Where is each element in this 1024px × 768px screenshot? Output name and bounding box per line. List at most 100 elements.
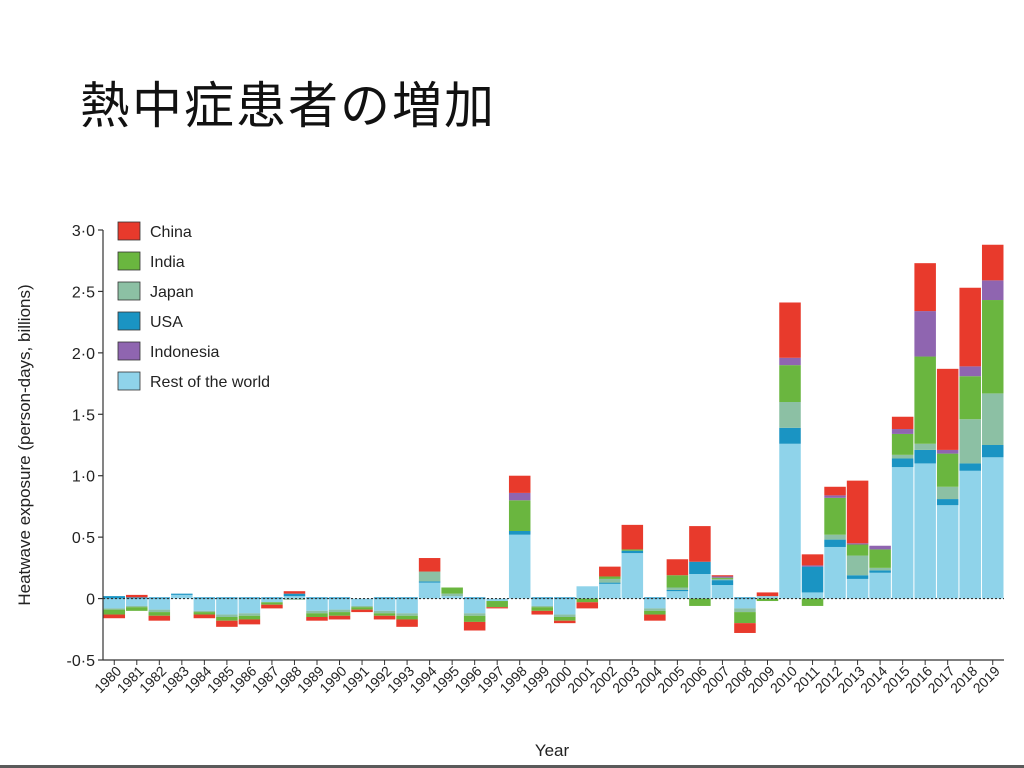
bar-segment-1996-india bbox=[463, 615, 486, 622]
bar-segment-1989-japan bbox=[306, 610, 328, 614]
legend: China India Japan USA Indonesia Rest of the w… bbox=[117, 221, 270, 391]
bar-segment-1985-usa bbox=[216, 597, 238, 599]
bar-segment-1988-rest-of-the-world bbox=[283, 596, 306, 599]
bar-segment-1983-rest-of-the-world bbox=[171, 594, 193, 599]
y-tick-label: 1·5 bbox=[72, 407, 95, 424]
y-tick-label: 2·5 bbox=[72, 284, 95, 301]
bar-segment-1994-rest-of-the-world bbox=[418, 582, 441, 599]
bar-segment-2005-china bbox=[666, 559, 689, 576]
bar-segment-1986-rest-of-the-world bbox=[238, 598, 261, 614]
bar-segment-1985-rest-of-the-world bbox=[216, 598, 238, 615]
bar-segment-2000-japan bbox=[554, 614, 576, 617]
bar-segment-2013-china bbox=[846, 480, 869, 544]
bar-segment-2002-rest-of-the-world bbox=[599, 583, 621, 599]
y-tick-label: 1·0 bbox=[72, 469, 95, 486]
bar-segment-1989-india bbox=[306, 613, 328, 617]
bar-segment-1980-japan bbox=[103, 608, 126, 610]
bar-segment-2012-indonesia bbox=[824, 495, 846, 498]
legend-label-indonesia: Indonesia bbox=[150, 344, 219, 361]
bar-segment-2007-rest-of-the-world bbox=[711, 585, 734, 599]
bar-segment-2004-japan bbox=[644, 608, 666, 611]
bar-segment-1988-usa bbox=[283, 593, 306, 597]
bar-segment-2011-usa bbox=[801, 566, 824, 593]
bar-segment-2008-china bbox=[734, 623, 756, 633]
bar-segment-1998-china bbox=[508, 475, 531, 493]
bar-segment-2019-japan bbox=[981, 393, 1004, 445]
legend-label-usa: USA bbox=[150, 314, 183, 331]
bar-segment-2016-usa bbox=[914, 449, 936, 464]
bar-segment-2015-indonesia bbox=[891, 429, 914, 434]
y-tick-label: 3·0 bbox=[72, 223, 95, 240]
bar-segment-1995-japan bbox=[441, 593, 463, 597]
bar-segment-1991-rest-of-the-world bbox=[351, 598, 373, 606]
bar-segment-2012-india bbox=[824, 497, 846, 535]
bar-segment-1981-japan bbox=[126, 605, 148, 608]
bar-segment-2011-india bbox=[801, 598, 824, 606]
bar-segment-1982-rest-of-the-world bbox=[148, 598, 171, 610]
bar-segment-2000-china bbox=[554, 620, 576, 624]
x-tick-label: 2019 bbox=[970, 663, 1003, 696]
bar-segment-2008-japan bbox=[734, 608, 756, 613]
bar-segment-1995-india bbox=[441, 587, 463, 594]
bar-segment-1988-japan bbox=[283, 598, 306, 600]
bar-segment-2010-china bbox=[779, 302, 801, 358]
bar-segment-2011-indonesia bbox=[801, 565, 824, 567]
bar-segment-1990-rest-of-the-world bbox=[328, 598, 351, 610]
bar-segment-2017-japan bbox=[936, 486, 959, 500]
bar-segment-2019-indonesia bbox=[981, 280, 1004, 301]
bar-segment-2018-usa bbox=[959, 463, 981, 471]
bar-segment-2009-rest-of-the-world bbox=[756, 596, 779, 599]
bar-segment-2002-india bbox=[599, 576, 621, 579]
bar-segment-2005-japan bbox=[666, 587, 689, 590]
bar-segment-2007-china bbox=[711, 575, 734, 577]
bar-segment-1981-india bbox=[126, 607, 148, 611]
bar-segment-1987-china bbox=[261, 604, 283, 609]
bar-segment-1994-japan bbox=[418, 571, 441, 582]
bar-segment-2002-japan bbox=[599, 578, 621, 583]
bar-segment-2013-usa bbox=[846, 575, 869, 579]
bar-segment-2007-japan bbox=[711, 578, 734, 581]
bar-segment-1998-indonesia bbox=[508, 492, 531, 501]
y-tick-label: 0·5 bbox=[72, 530, 95, 547]
bar-segment-2012-japan bbox=[824, 534, 846, 540]
bar-segment-1993-india bbox=[396, 615, 418, 620]
legend-label-japan: Japan bbox=[150, 284, 194, 301]
legend-swatch-china bbox=[117, 221, 141, 241]
bar-segment-1985-china bbox=[216, 620, 238, 627]
x-axis-label: Year bbox=[535, 741, 570, 760]
bar-segment-1991-india bbox=[351, 607, 373, 610]
bar-segment-2017-usa bbox=[936, 499, 959, 506]
bar-segment-1999-usa bbox=[531, 597, 553, 599]
bar-segment-2001-china bbox=[576, 602, 599, 609]
bar-segment-1993-rest-of-the-world bbox=[396, 598, 418, 614]
bar-segment-1995-rest-of-the-world bbox=[441, 596, 463, 599]
bar-segment-1999-china bbox=[531, 610, 553, 615]
bar-segment-1981-china bbox=[126, 594, 148, 598]
bar-segment-1998-usa bbox=[508, 531, 531, 535]
bar-segment-2018-india bbox=[959, 376, 981, 420]
bar-segment-2006-india bbox=[689, 598, 711, 606]
bar-segment-2017-china bbox=[936, 368, 959, 450]
bar-segment-2018-indonesia bbox=[959, 366, 981, 377]
bar-segment-1990-china bbox=[328, 615, 351, 620]
legend-swatch-usa bbox=[117, 311, 141, 331]
bar-segment-1989-rest-of-the-world bbox=[306, 598, 328, 611]
bar-segment-1997-india bbox=[486, 601, 508, 608]
bar-segment-2012-rest-of-the-world bbox=[824, 546, 846, 599]
bar-segment-2014-japan bbox=[869, 567, 891, 571]
bar-segment-1980-india bbox=[103, 609, 126, 615]
bar-segment-2015-india bbox=[891, 433, 914, 455]
bar-segment-1984-rest-of-the-world bbox=[193, 598, 216, 611]
bar-segment-1996-usa bbox=[463, 597, 486, 599]
bar-segment-1986-japan bbox=[238, 613, 261, 616]
bar-segment-2004-india bbox=[644, 610, 666, 615]
bar-segment-1985-india bbox=[216, 617, 238, 621]
bar-segment-1983-usa bbox=[171, 593, 193, 595]
bar-segment-2017-indonesia bbox=[936, 449, 959, 454]
plot-area bbox=[103, 244, 1004, 633]
bar-segment-2010-japan bbox=[779, 402, 801, 428]
bar-segment-1992-china bbox=[373, 615, 396, 620]
bar-segment-2003-rest-of-the-world bbox=[621, 553, 644, 599]
bar-segment-2008-usa bbox=[734, 597, 756, 599]
bar-segment-1982-india bbox=[148, 612, 171, 616]
